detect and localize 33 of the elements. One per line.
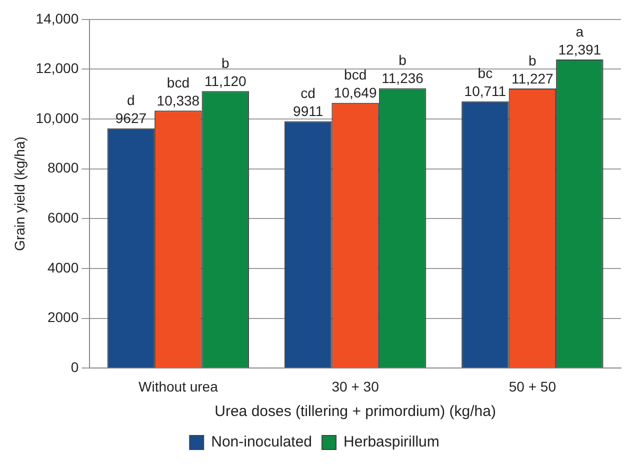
annotation: bcd [166,74,190,90]
y-tick-label: 4000 [47,259,79,276]
x-tick-label: 50 + 50 [508,378,556,394]
y-tick-label: 2000 [47,309,79,326]
annotation: cd [300,85,316,102]
y-tick-label: 8000 [47,160,79,176]
annotation: b [528,52,537,68]
x-tick-label: 30 + 30 [332,378,380,394]
x-axis-title: Urea doses (tillering + primordium) (kg/ha) [214,403,496,420]
data-label: 9627 [115,110,147,126]
legend-label: Non-inoculated [211,434,312,451]
y-tick-label: 0 [70,359,79,376]
data-label: 10,711 [464,83,506,100]
x-tick-label: Without urea [138,378,218,394]
annotation: d [127,92,135,108]
y-tick-label: 6000 [47,210,79,226]
y-tick-label: 12,000 [36,60,79,76]
y-tick-label: 10,000 [36,110,79,126]
y-tick-label: 14,000 [36,10,79,26]
annotation: a [576,23,584,40]
annotation: bc [478,65,493,82]
annotation: b [398,52,407,68]
data-label: 11,120 [204,73,247,90]
data-label: 9911 [293,103,324,120]
data-label: 10,649 [334,84,377,101]
data-label: 11,227 [512,70,554,86]
annotation: bcd [344,66,367,83]
data-label: 11,236 [382,70,424,86]
data-label: 10,338 [156,92,200,108]
y-axis-title: Grain yield (kg/ha) [11,136,28,251]
annotation: b [222,55,230,72]
legend-label: Herbaspirillum [344,434,440,451]
data-label: 12,391 [558,41,602,58]
